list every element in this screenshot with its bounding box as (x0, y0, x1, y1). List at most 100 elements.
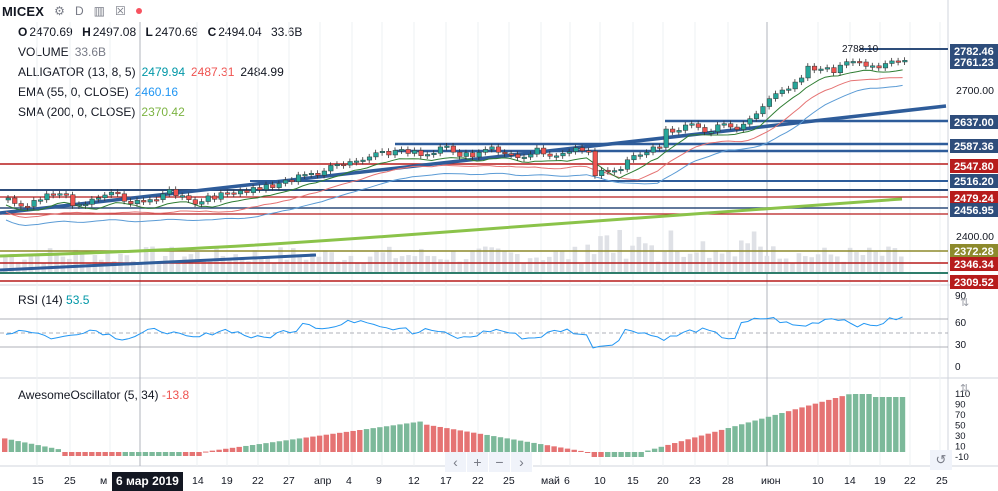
sma-row[interactable]: SMA (200, 0, CLOSE) 2370.42 (18, 102, 308, 122)
ao-bar (35, 445, 41, 452)
volume-bar (412, 256, 418, 272)
ao-bar (705, 433, 711, 452)
ao-bar (484, 434, 490, 452)
candle (418, 150, 424, 156)
zoom-in-icon[interactable]: + (467, 452, 489, 472)
candle (289, 179, 295, 183)
volume-bar (335, 261, 341, 272)
bar-chart-icon[interactable]: ▥ (93, 4, 105, 18)
volume-bar (425, 255, 430, 272)
time-axis-label: 25 (936, 475, 948, 487)
ao-bar (625, 452, 631, 457)
ao-bar (323, 434, 329, 452)
zoom-out-icon[interactable]: − (489, 452, 511, 472)
volume-bar (15, 261, 21, 272)
ao-axis-label: 110 (955, 389, 970, 400)
ao-bar (203, 451, 209, 453)
ao-bar (732, 426, 738, 452)
ao-legend[interactable]: AwesomeOscillator (5, 34) -13.8 (18, 388, 189, 402)
ao-bar (819, 401, 825, 452)
volume-bar (777, 258, 782, 272)
ao-bar (457, 430, 463, 452)
volume-bar (764, 255, 770, 272)
ao-bar (229, 447, 236, 452)
candle (547, 153, 553, 157)
ema-row[interactable]: EMA (55, 0, CLOSE) 2460.16 (18, 82, 308, 102)
rsi-legend[interactable]: RSI (14) 53.5 (18, 293, 89, 307)
alligator-row[interactable]: ALLIGATOR (13, 8, 5) 2479.94 2487.31 2484.9… (18, 62, 308, 82)
volume-bar (739, 240, 744, 272)
volume-row[interactable]: VOLUME 33.6B (18, 42, 308, 62)
candle (592, 150, 598, 176)
volume-bar (355, 262, 360, 272)
ao-bar (591, 452, 597, 457)
ao-bar (826, 399, 832, 452)
candle (70, 194, 76, 206)
volume-bar (527, 258, 533, 272)
scroll-right-icon[interactable]: › (511, 452, 533, 472)
time-axis-label: 22 (252, 475, 264, 487)
alligator-label: ALLIGATOR (13, 8, 5) (18, 65, 136, 79)
candle (605, 169, 611, 172)
candle (50, 193, 57, 196)
time-axis-label: 19 (874, 475, 886, 487)
volume-bar (150, 246, 155, 272)
ao-bar (678, 441, 685, 452)
ao-bar (718, 429, 725, 452)
ao-bar (745, 422, 752, 452)
candle (57, 193, 63, 196)
ema-line (5, 84, 903, 227)
ao-bar (95, 452, 102, 456)
symbol-name[interactable]: MICEX (2, 3, 45, 19)
ao-bar (276, 441, 283, 452)
ao-bar (779, 413, 785, 452)
pane-expand-icon[interactable]: ⇅ (960, 383, 970, 395)
volume-bar (367, 256, 373, 272)
ao-bar (504, 438, 510, 452)
volume-bar (463, 259, 469, 272)
ao-bar (249, 445, 256, 452)
gear-icon[interactable]: ⚙ (54, 4, 65, 18)
ao-bar (22, 442, 28, 452)
pane-expand-icon[interactable]: ⇅ (960, 297, 970, 309)
candle (689, 123, 695, 126)
candle (599, 169, 605, 176)
candle (347, 161, 353, 166)
reset-chart-icon[interactable]: ↺ (930, 450, 952, 470)
price-badge (950, 139, 998, 153)
ao-bar (410, 422, 417, 452)
volume-bar (835, 256, 840, 272)
volume-bar (508, 252, 514, 272)
high-callout-label: 2788.10 (842, 44, 879, 55)
scroll-left-icon[interactable]: ‹ (445, 452, 467, 472)
candle (18, 203, 24, 207)
volume-bar (707, 257, 712, 272)
rsi-line (5, 316, 903, 349)
ao-bar (404, 423, 410, 452)
ema-label: EMA (55, 0, CLOSE) (18, 85, 129, 99)
candle (38, 199, 44, 202)
ao-bar (692, 437, 698, 452)
volume-bar (604, 235, 610, 272)
indicator-legend: O 2470.69 H 2497.08 L 2470.69 C 2494.04 33.6… (18, 22, 308, 122)
volume-bar (713, 250, 718, 272)
interval-label[interactable]: D (74, 4, 84, 18)
candle (534, 147, 540, 155)
candle (128, 201, 134, 205)
time-axis-label: июн (761, 475, 781, 487)
ao-bar (430, 425, 437, 452)
ao-bar (665, 444, 671, 452)
close-icon[interactable]: ☒ (114, 4, 126, 18)
candle (257, 187, 263, 191)
ao-bar (15, 441, 21, 452)
candle (663, 128, 669, 148)
ao-bar (236, 446, 242, 452)
volume-bar (892, 248, 898, 272)
candle (521, 156, 527, 159)
ao-bar (129, 452, 135, 456)
rsi-label: RSI (14) (18, 293, 63, 307)
candle (824, 67, 831, 70)
volume-bar (758, 246, 763, 272)
ao-bar (618, 452, 624, 457)
